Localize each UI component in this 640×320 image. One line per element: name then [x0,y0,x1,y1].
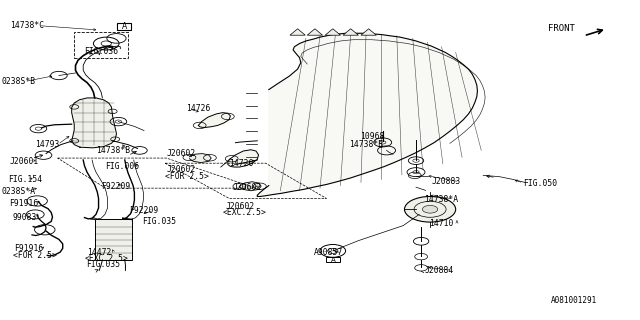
Text: A90857: A90857 [314,248,343,257]
Text: 14738*B: 14738*B [349,140,383,149]
Text: A081001291: A081001291 [550,296,596,305]
Polygon shape [325,29,340,35]
FancyBboxPatch shape [95,219,132,260]
Text: 0238S*A: 0238S*A [1,188,35,196]
Text: J20601: J20601 [10,157,39,166]
Polygon shape [361,29,376,35]
Text: FIG.050: FIG.050 [524,179,557,188]
Text: 14472: 14472 [87,248,111,257]
Text: FIG.154: FIG.154 [8,175,42,184]
Text: A: A [122,22,127,31]
Text: 14738*A: 14738*A [424,195,458,204]
Text: 14738*B: 14738*B [96,146,130,155]
Text: 14710: 14710 [429,219,453,228]
Text: <FOR 2.5>: <FOR 2.5> [165,172,209,180]
Text: J20884: J20884 [424,266,454,275]
Text: 0238S*B: 0238S*B [1,77,35,86]
Text: 10968: 10968 [360,132,384,141]
Text: FIG.006: FIG.006 [106,162,140,171]
Text: 14738*C: 14738*C [10,21,44,30]
Text: FRONT: FRONT [548,24,575,33]
Polygon shape [307,29,323,35]
Text: F92209: F92209 [101,182,131,191]
Text: <EXC.2.5>: <EXC.2.5> [223,208,267,217]
Polygon shape [189,154,211,163]
Text: 14726: 14726 [186,104,210,113]
Polygon shape [72,98,116,148]
Text: J20602: J20602 [166,149,196,158]
Polygon shape [290,29,305,35]
Text: FIG.035: FIG.035 [142,217,176,226]
Circle shape [404,196,456,222]
Text: J20602: J20602 [232,183,262,192]
Text: FIG.035: FIG.035 [86,260,120,269]
Polygon shape [239,182,261,191]
Polygon shape [257,33,477,196]
Polygon shape [343,29,358,35]
Text: FIG.036: FIG.036 [84,47,118,56]
Text: J20883: J20883 [431,177,461,186]
Circle shape [422,205,438,213]
Text: <FOR 2.5>: <FOR 2.5> [13,251,57,260]
Text: <EXC.2.5>: <EXC.2.5> [84,254,129,263]
Text: A: A [331,257,336,262]
Text: F91916: F91916 [10,199,39,208]
Text: 14793: 14793 [35,140,60,149]
Text: J20602: J20602 [225,202,255,211]
Text: J20602: J20602 [166,165,196,174]
Text: 14726: 14726 [229,159,253,168]
Text: F91916: F91916 [14,244,44,253]
Text: F92209: F92209 [129,206,159,215]
Polygon shape [198,113,230,127]
Text: 99083: 99083 [13,213,37,222]
Polygon shape [228,150,259,167]
